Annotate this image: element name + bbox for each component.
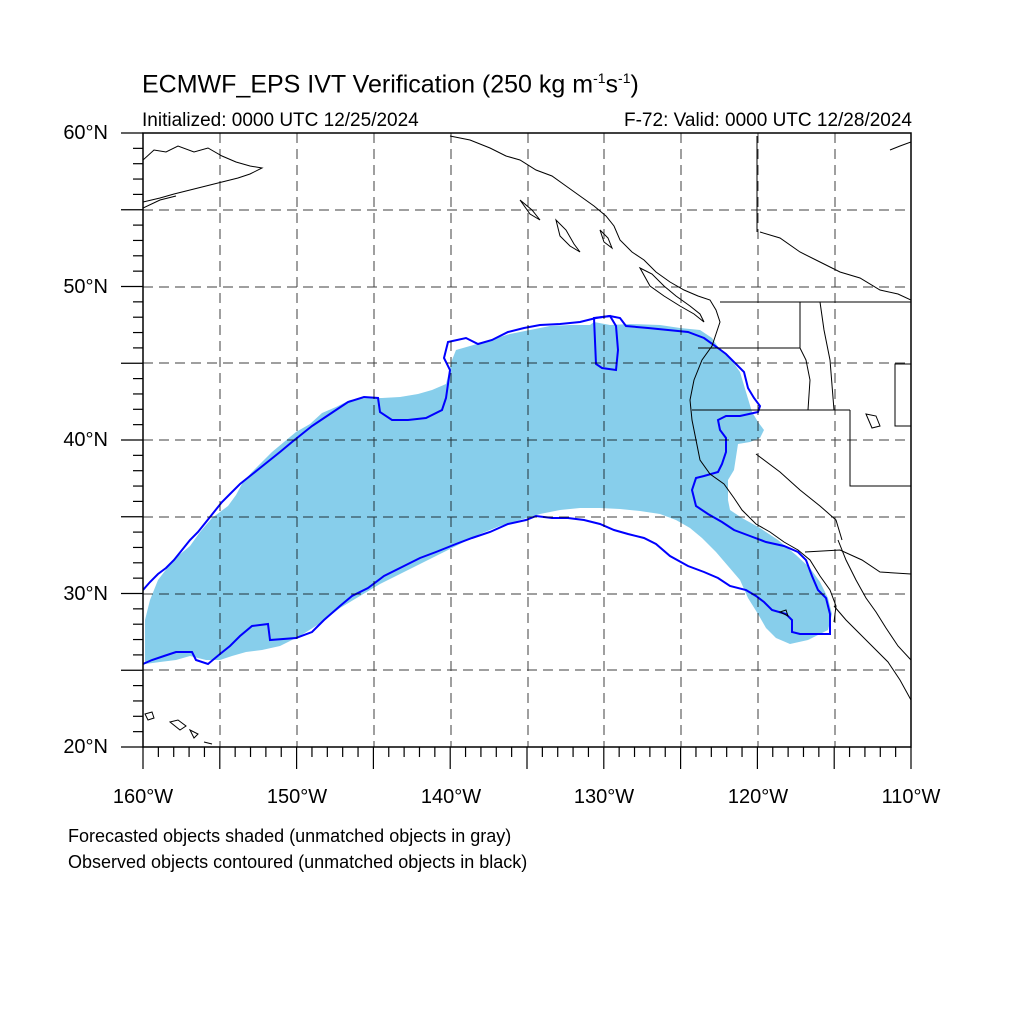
- forecast-object: [145, 322, 832, 664]
- initialized-label: Initialized: 0000 UTC 12/25/2024: [142, 110, 419, 131]
- lat-lon-grid: [143, 133, 911, 747]
- lat-label-20: 20°N: [63, 736, 108, 758]
- tick-marks: [121, 132, 912, 769]
- lon-label-160w: 160°W: [112, 786, 174, 808]
- lon-label-140w: 140°W: [420, 786, 482, 808]
- observed-contour: [143, 314, 831, 666]
- lon-label-110w: 110°W: [881, 786, 941, 808]
- political-boundaries: [692, 136, 911, 575]
- lat-label-30: 30°N: [63, 583, 108, 605]
- legend-observed-note: Observed objects contoured (unmatched ob…: [68, 852, 528, 872]
- lat-label-40: 40°N: [63, 429, 108, 451]
- legend-forecast-note: Forecasted objects shaded (unmatched obj…: [68, 826, 512, 846]
- lon-label-150w: 150°W: [266, 786, 328, 808]
- observed-contour-inner: [592, 314, 620, 372]
- lon-label-130w: 130°W: [573, 786, 635, 808]
- lon-label-120w: 120°W: [727, 786, 789, 808]
- valid-time-label: F-72: Valid: 0000 UTC 12/28/2024: [624, 110, 912, 131]
- coastlines: [143, 135, 911, 745]
- lat-label-60: 60°N: [63, 122, 108, 144]
- map-title: ECMWF_EPS IVT Verification (250 kg m-1s-…: [142, 70, 639, 99]
- lat-label-50: 50°N: [63, 276, 108, 298]
